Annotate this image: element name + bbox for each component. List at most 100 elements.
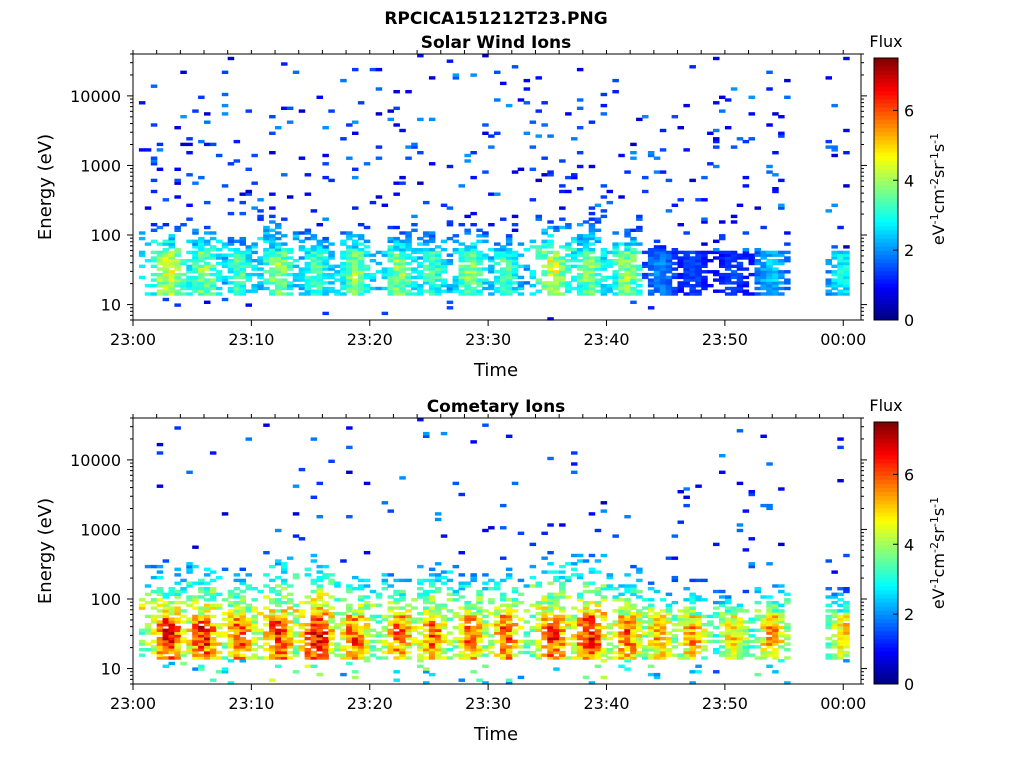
heatmap-cell bbox=[724, 650, 732, 655]
heatmap-cell bbox=[393, 242, 400, 246]
heatmap-cell bbox=[494, 289, 501, 293]
heatmap-cell bbox=[624, 653, 631, 657]
heatmap-cell bbox=[494, 131, 501, 135]
heatmap-cell bbox=[316, 264, 323, 268]
heatmap-cell bbox=[464, 259, 471, 263]
heatmap-cell bbox=[269, 239, 276, 243]
heatmap-cell bbox=[529, 145, 537, 149]
heatmap-cell bbox=[594, 528, 602, 533]
heatmap-cell bbox=[174, 639, 181, 644]
heatmap-cell bbox=[665, 289, 673, 293]
heatmap-cell bbox=[263, 253, 270, 257]
heatmap-cell bbox=[239, 578, 246, 583]
heatmap-cell bbox=[494, 631, 501, 635]
heatmap-cell bbox=[677, 275, 684, 280]
heatmap-cell bbox=[730, 259, 738, 263]
heatmap-cell bbox=[393, 284, 400, 288]
heatmap-cell bbox=[363, 253, 371, 257]
heatmap-cell bbox=[168, 289, 175, 293]
heatmap-cell bbox=[772, 636, 779, 641]
heatmap-cell bbox=[529, 275, 537, 280]
heatmap-cell bbox=[352, 620, 359, 624]
heatmap-cell bbox=[559, 625, 566, 630]
heatmap-cell bbox=[500, 645, 507, 649]
heatmap-cell bbox=[239, 253, 246, 257]
heatmap-cell bbox=[192, 628, 199, 632]
heatmap-cell bbox=[695, 595, 702, 599]
heatmap-cell bbox=[576, 553, 584, 558]
heatmap-cell bbox=[322, 573, 329, 577]
heatmap-cell bbox=[405, 281, 412, 285]
heatmap-cell bbox=[748, 261, 755, 266]
colorbar-step bbox=[874, 94, 898, 100]
heatmap-cell bbox=[275, 242, 282, 246]
heatmap-cell bbox=[494, 581, 501, 585]
heatmap-cell bbox=[683, 653, 690, 657]
heatmap-cell bbox=[695, 664, 702, 668]
x-axis-label: Time bbox=[473, 724, 518, 745]
heatmap-cell bbox=[423, 281, 430, 285]
heatmap-cell bbox=[476, 653, 483, 657]
heatmap-cell bbox=[357, 259, 365, 263]
heatmap-cell bbox=[748, 620, 755, 624]
heatmap-cell bbox=[825, 609, 832, 613]
heatmap-cell bbox=[653, 245, 661, 249]
heatmap-cell bbox=[281, 284, 288, 288]
heatmap-cell bbox=[428, 614, 436, 619]
heatmap-cell bbox=[772, 620, 779, 624]
colorbar-step bbox=[874, 602, 898, 607]
heatmap-cell bbox=[600, 675, 608, 680]
heatmap-cell bbox=[494, 270, 501, 274]
heatmap-cell bbox=[428, 278, 436, 282]
heatmap-cell bbox=[298, 648, 306, 652]
heatmap-cell bbox=[458, 639, 465, 644]
heatmap-cell bbox=[565, 225, 572, 230]
colorbar-step bbox=[874, 311, 898, 317]
heatmap-cell bbox=[239, 264, 246, 268]
heatmap-cell bbox=[689, 292, 696, 296]
heatmap-cell bbox=[547, 239, 554, 243]
heatmap-cell bbox=[724, 634, 732, 638]
heatmap-cell bbox=[695, 645, 702, 649]
heatmap-cell bbox=[535, 281, 542, 285]
colorbar-step bbox=[874, 577, 898, 583]
heatmap-cell bbox=[594, 289, 602, 293]
heatmap-cell bbox=[281, 636, 288, 641]
heatmap-cell bbox=[500, 272, 507, 277]
heatmap-cell bbox=[482, 239, 489, 243]
heatmap-cell bbox=[624, 634, 631, 638]
colorbar-step bbox=[874, 458, 898, 464]
heatmap-cell bbox=[292, 534, 300, 538]
heatmap-cell bbox=[375, 603, 383, 607]
heatmap-cell bbox=[269, 678, 276, 682]
heatmap-cell bbox=[837, 259, 844, 263]
heatmap-cell bbox=[310, 606, 318, 610]
heatmap-cell bbox=[399, 639, 406, 644]
heatmap-cell bbox=[553, 645, 560, 649]
heatmap-cell bbox=[630, 606, 637, 610]
heatmap-cell bbox=[588, 256, 596, 260]
heatmap-cell bbox=[778, 620, 785, 624]
heatmap-cell bbox=[576, 250, 584, 255]
heatmap-cell bbox=[292, 614, 300, 619]
heatmap-cell bbox=[174, 261, 181, 266]
heatmap-cell bbox=[500, 286, 507, 291]
heatmap-cell bbox=[180, 281, 187, 285]
heatmap-cell bbox=[671, 286, 679, 291]
heatmap-cell bbox=[559, 609, 566, 613]
heatmap-cell bbox=[541, 620, 548, 624]
heatmap-cell bbox=[174, 567, 181, 571]
heatmap-cell bbox=[452, 636, 460, 641]
heatmap-cell bbox=[428, 162, 436, 166]
heatmap-cell bbox=[476, 281, 483, 285]
heatmap-cell bbox=[665, 261, 673, 266]
heatmap-cell bbox=[843, 250, 850, 255]
heatmap-cell bbox=[393, 239, 400, 243]
heatmap-cell bbox=[340, 272, 347, 277]
heatmap-cell bbox=[298, 156, 306, 160]
colorbar-step bbox=[874, 238, 898, 243]
heatmap-cell bbox=[683, 614, 690, 619]
heatmap-cell bbox=[618, 261, 625, 266]
heatmap-cell bbox=[624, 261, 631, 266]
heatmap-cell bbox=[695, 289, 702, 293]
